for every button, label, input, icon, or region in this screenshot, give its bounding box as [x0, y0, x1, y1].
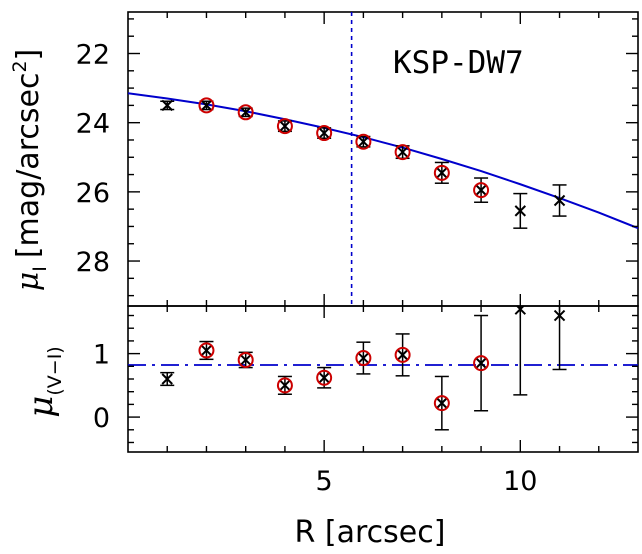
- data-point-cross: [318, 372, 330, 384]
- fitted-point-circle: [198, 97, 215, 114]
- top-y-axis-label: μI [mag/arcsec2]: [9, 49, 51, 292]
- fitted-point-circle: [355, 133, 372, 150]
- data-point-cross: [396, 146, 409, 158]
- y-tick-label: 28: [76, 247, 110, 278]
- svg-text:μ(V−I): μ(V−I): [21, 346, 66, 417]
- fitted-point-circle: [433, 395, 450, 412]
- bottom-y-axis-label: μ(V−I): [21, 346, 66, 417]
- fitted-point-circle: [355, 350, 372, 367]
- x-tick-label: 10: [503, 466, 537, 497]
- top-ylabel-mu: μ: [11, 272, 46, 292]
- fitted-point-circle: [473, 355, 490, 372]
- svg-text:μI[mag/arcsec2]: μI [mag/arcsec2]: [9, 49, 51, 292]
- top-ylabel-units: [mag/arcsec: [11, 73, 46, 259]
- fitted-point-circle: [198, 342, 215, 359]
- y-tick-label: 0: [93, 403, 110, 434]
- data-point-cross: [161, 99, 173, 112]
- y-tick-label: 24: [76, 109, 110, 140]
- fitted-point-circle: [237, 351, 254, 368]
- bottom-panel: 01 5 10: [93, 305, 639, 497]
- data-point-cross: [200, 99, 213, 112]
- data-point-cross: [436, 397, 448, 409]
- fitted-point-circle: [276, 118, 293, 135]
- fitted-point-circle: [276, 377, 293, 394]
- x-axis: 5 10: [316, 466, 538, 497]
- data-point-cross: [279, 120, 291, 132]
- fitted-point-circle: [473, 182, 490, 199]
- fitted-point-circle: [237, 104, 254, 121]
- data-point-cross: [318, 127, 330, 139]
- bottom-plot-area: [128, 306, 638, 431]
- data-point-cross: [436, 167, 448, 179]
- data-point-cross: [475, 357, 487, 369]
- data-point-cross: [239, 106, 252, 119]
- fitted-point-circle: [433, 164, 450, 181]
- data-point-cross: [553, 194, 566, 207]
- data-point-cross: [279, 379, 291, 392]
- fitted-point-circle: [316, 369, 333, 386]
- data-point-cross: [239, 354, 252, 366]
- data-point-cross: [514, 205, 527, 217]
- fitted-point-circle: [394, 144, 411, 161]
- data-point-cross: [200, 344, 213, 357]
- bottom-ylabel-sub: (V−I): [44, 346, 66, 395]
- x-axis-label: R [arcsec]: [295, 515, 446, 550]
- top-panel: 22 24 26 28 KSP-DW7: [76, 11, 639, 307]
- y-tick-label: 26: [76, 178, 110, 209]
- top-ylabel-sup: 2: [9, 60, 31, 72]
- data-point-cross: [475, 184, 487, 196]
- bottom-ylabel-mu: μ: [21, 396, 61, 418]
- fitted-point-circle: [394, 346, 411, 363]
- data-point-cross: [357, 135, 370, 148]
- galaxy-name-annotation: KSP-DW7: [393, 45, 524, 81]
- data-point-cross: [357, 352, 370, 364]
- top-plot-area: [128, 12, 638, 306]
- top-panel-frame: [127, 11, 639, 307]
- data-point-cross: [553, 309, 566, 322]
- y-tick-label: 22: [76, 40, 110, 71]
- x-tick-label: 5: [316, 466, 333, 497]
- bottom-y-axis: 01: [93, 314, 638, 444]
- top-y-axis: 22 24 26 28: [76, 18, 638, 297]
- fit-curve: [128, 92, 638, 230]
- top-ylabel-sub: I: [29, 266, 51, 272]
- y-tick-label: 1: [93, 340, 110, 371]
- bottom-panel-frame: [127, 305, 639, 453]
- data-point-cross: [161, 373, 173, 385]
- data-point-cross: [396, 349, 409, 361]
- top-ylabel-close: ]: [11, 49, 46, 61]
- fitted-point-circle: [316, 125, 333, 142]
